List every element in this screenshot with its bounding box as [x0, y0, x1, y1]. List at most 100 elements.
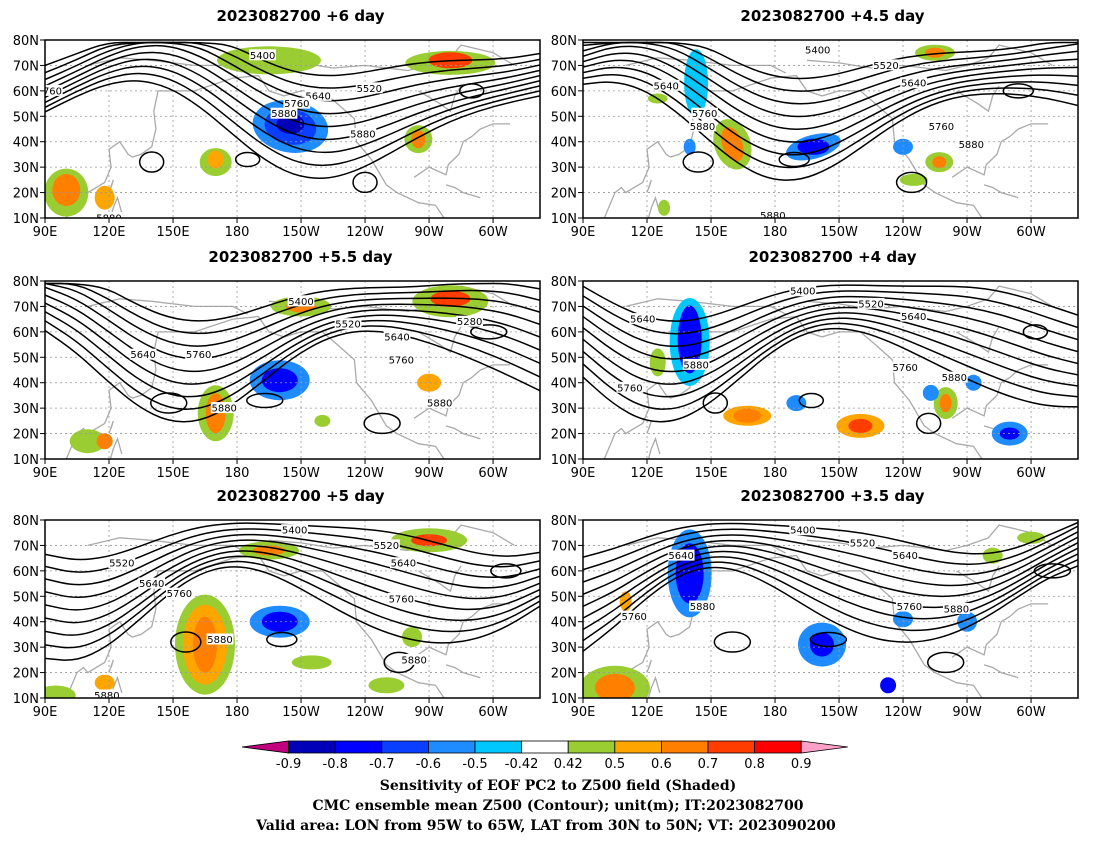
contour-line [583, 41, 1078, 105]
contour-line [583, 45, 1078, 118]
z500-contours [583, 284, 1078, 435]
contour-label-bg [689, 600, 716, 612]
contour-label: 5280 [457, 317, 482, 328]
coastline [413, 364, 511, 419]
contour-label-bg [206, 633, 234, 645]
contour-label: 5880 [94, 691, 119, 702]
contour-label: 5640 [668, 551, 693, 562]
shaded-region [217, 46, 321, 75]
map-frame [44, 39, 541, 219]
colorbar-label: 0.5 [604, 757, 625, 772]
contour-label: 5880 [211, 404, 236, 415]
contour-label-bg [789, 285, 817, 297]
shaded-region [649, 348, 666, 377]
contour-line [45, 58, 540, 141]
shaded-region [1017, 531, 1046, 544]
coastline [625, 298, 786, 315]
closed-contour [246, 392, 284, 409]
closed-contour [266, 631, 298, 648]
map-frame [582, 39, 1079, 219]
lon-tick-label: 90E [33, 466, 58, 481]
contour-label: 5400 [805, 46, 830, 57]
coastline [646, 179, 652, 193]
lon-tick-label: 120W [884, 705, 922, 720]
shaded-region [683, 138, 696, 155]
lat-tick-label: 50N [551, 590, 577, 605]
lat-tick-label: 10N [551, 453, 577, 468]
contour-label: 5760 [929, 122, 954, 133]
contour-line [583, 295, 1078, 348]
shaded-region [733, 408, 762, 423]
lon-tick-label: 90E [571, 705, 596, 720]
contour-line [45, 282, 540, 347]
coastline [109, 436, 123, 459]
colorbar-swatch [288, 740, 336, 754]
contour-line [583, 327, 1078, 423]
lat-tick-label: 60N [551, 85, 577, 100]
lon-tick-label: 150E [695, 225, 728, 240]
contour-label: 5880 [271, 109, 296, 120]
shaded-region [848, 418, 873, 433]
footer-line-2: CMC ensemble mean Z500 (Contour); unit(m… [313, 798, 804, 814]
contour-line [583, 565, 1078, 652]
lat-tick-label: 30N [13, 161, 39, 176]
shaded-region [899, 173, 928, 186]
contour-label-bg [667, 549, 695, 561]
lon-tick-label: 90W [414, 225, 444, 240]
coastline [983, 664, 1019, 679]
contour-label: 5400 [282, 526, 307, 537]
contour-label: 5880 [401, 655, 426, 666]
shaded-region [939, 394, 952, 413]
contour-line [45, 302, 540, 385]
contour-line [45, 44, 540, 115]
closed-contour [926, 651, 965, 674]
map-frame [582, 280, 1079, 460]
map-panels: 5400552056405760588058805760588080N70N60… [13, 7, 1079, 720]
contour-label-bg [872, 59, 900, 71]
contour-label: 5520 [850, 538, 875, 549]
shaded-region [45, 685, 76, 698]
shaded-region [658, 199, 671, 216]
coastline [956, 565, 1000, 593]
lat-tick-label: 60N [13, 326, 39, 341]
lon-tick-label: 150W [820, 466, 858, 481]
lon-tick-label: 150W [820, 705, 858, 720]
contour-label-bg [400, 653, 428, 665]
lat-tick-label: 40N [13, 377, 39, 392]
coastline [413, 603, 511, 658]
closed-contour [778, 151, 810, 168]
lon-tick-label: 90E [33, 705, 58, 720]
lon-tick-label: 120W [884, 466, 922, 481]
contour-label: 5640 [901, 79, 926, 90]
contour-label-bg [166, 587, 193, 599]
contour-label: 5880 [959, 140, 984, 151]
contour-label-bg [129, 348, 157, 360]
colorbar-label: 0.9 [791, 757, 812, 772]
lat-tick-label: 80N [551, 34, 577, 49]
contour-label: 5760 [617, 383, 642, 394]
shaded-region [893, 611, 913, 628]
shaded-region [52, 174, 81, 206]
closed-contour [234, 151, 261, 168]
contour-line [45, 65, 540, 154]
shaded-region [786, 395, 807, 412]
contour-labels: 5400 5520 5640 5640 5880 5760 5760 5880 [620, 524, 970, 623]
contour-label-bg [789, 524, 817, 536]
contour-line [583, 306, 1078, 373]
lon-tick-label: 90W [952, 466, 982, 481]
colorbar-swatch [754, 740, 802, 754]
map-panel: 5400 5520 5640 5640 5880 5760 5760 5880 80N 70N 60… [551, 248, 1079, 481]
contour-label-bg [95, 212, 123, 218]
shaded-region [94, 674, 115, 691]
contour-label-bg [900, 77, 928, 89]
lon-tick-label: 180 [225, 466, 250, 481]
coastline [413, 123, 511, 178]
shaded-region [925, 47, 945, 58]
contour-label: 5640 [391, 559, 416, 570]
contour-label: 5760 [892, 363, 917, 374]
contour-label: 5880 [96, 214, 121, 225]
contour-label-bg [689, 120, 716, 132]
colorbar-swatch [521, 740, 569, 754]
contour-line [45, 311, 540, 398]
